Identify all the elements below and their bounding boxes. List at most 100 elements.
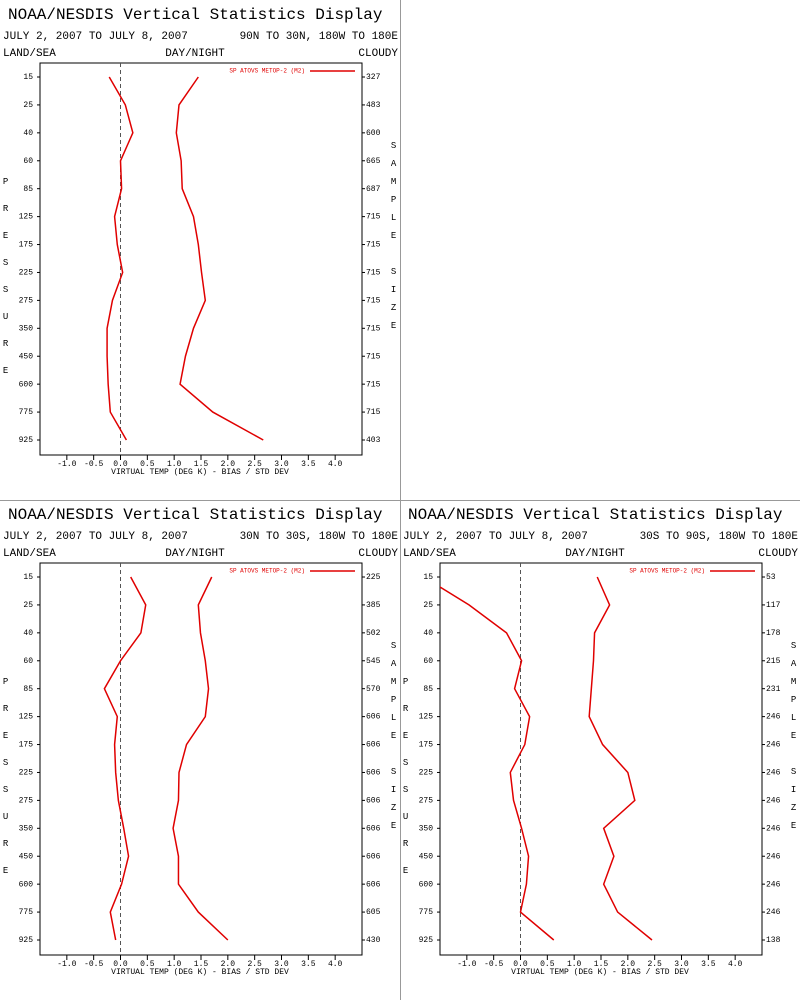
y-tick-label: 925 (419, 936, 434, 945)
y-tick-label: 600 (19, 880, 34, 889)
y2-axis-label: SAMPLE SIZE (789, 641, 799, 839)
legend-label: SP ATOVS METOP-2 (M2) (229, 68, 305, 75)
region: 30S TO 90S, 180W TO 180E (640, 531, 799, 543)
sample-size: 605 (366, 908, 381, 917)
date-range: JULY 2, 2007 TO JULY 8, 2007 (3, 531, 188, 543)
y-tick-label: 15 (23, 73, 33, 82)
y-tick-label: 175 (19, 241, 34, 250)
cloudy: CLOUDY (358, 48, 398, 60)
sample-size: 715 (366, 296, 381, 305)
sample-size: 715 (366, 408, 381, 417)
sample-size: 246 (766, 852, 781, 861)
x-tick-label: 3.0 (274, 460, 289, 469)
bias-line (103, 576, 147, 941)
sample-size: 483 (366, 101, 381, 110)
sample-size: 231 (766, 685, 781, 694)
sample-size: 715 (366, 324, 381, 333)
bias-line (106, 76, 134, 441)
y2-axis-label: SAMPLE SIZE (389, 641, 399, 839)
sample-size: 246 (766, 713, 781, 722)
x-tick-label: 4.0 (328, 460, 343, 469)
sample-size: 545 (366, 657, 381, 666)
land-sea: LAND/SEA (3, 48, 56, 60)
sample-size: 385 (366, 601, 381, 610)
y-tick-label: 15 (23, 573, 33, 582)
std-dev-line (175, 76, 264, 441)
sample-size: 665 (366, 157, 381, 166)
land-sea: LAND/SEA (403, 548, 456, 560)
sample-size: 246 (766, 796, 781, 805)
plot-frame (39, 62, 363, 456)
x-tick-label: 2.0 (221, 960, 236, 969)
bias-line (440, 586, 555, 941)
x-tick-label: -0.5 (484, 960, 503, 969)
y-tick-label: 925 (19, 936, 34, 945)
y-tick-label: 350 (419, 824, 434, 833)
y-tick-label: 40 (423, 629, 433, 638)
cloudy: CLOUDY (758, 548, 798, 560)
y-tick-label: 775 (419, 908, 434, 917)
sample-size: 606 (366, 713, 381, 722)
y-tick-label: 25 (23, 101, 33, 110)
sample-size: 606 (366, 824, 381, 833)
y-tick-label: 60 (423, 657, 433, 666)
y2-axis-label: SAMPLE SIZE (389, 141, 399, 339)
y-axis-label: PRESSURE (1, 677, 11, 893)
sample-size: 215 (766, 657, 781, 666)
y-axis-label: PRESSURE (401, 677, 411, 893)
day-night: DAY/NIGHT (165, 48, 225, 60)
x-tick-label: -1.0 (57, 460, 76, 469)
plot-frame (39, 562, 363, 956)
sample-size: 117 (766, 601, 781, 610)
y-tick-label: 85 (423, 685, 433, 694)
y-tick-label: 350 (19, 324, 34, 333)
sample-size: 606 (366, 880, 381, 889)
chart-panel: NOAA/NESDIS Vertical Statistics Display J… (1, 6, 399, 477)
date-range: JULY 2, 2007 TO JULY 8, 2007 (3, 31, 188, 43)
y-tick-label: 15 (423, 573, 433, 582)
x-tick-label: 2.0 (621, 960, 636, 969)
region: 90N TO 30N, 180W TO 180E (240, 31, 399, 43)
sample-size: 430 (366, 936, 381, 945)
sample-size: 687 (366, 185, 381, 194)
sample-size: 246 (766, 908, 781, 917)
x-tick-label: 0.0 (513, 960, 528, 969)
y-tick-label: 40 (23, 129, 33, 138)
sample-size: 600 (366, 129, 381, 138)
x-tick-label: 1.5 (594, 960, 609, 969)
cloudy: CLOUDY (358, 548, 398, 560)
y-tick-label: 25 (423, 601, 433, 610)
y-tick-label: 125 (419, 713, 434, 722)
sample-size: 53 (766, 573, 776, 582)
day-night: DAY/NIGHT (565, 548, 625, 560)
x-tick-label: 1.0 (567, 960, 582, 969)
x-tick-label: 4.0 (328, 960, 343, 969)
y-tick-label: 600 (19, 380, 34, 389)
x-axis-label: VIRTUAL TEMP (DEG K) - BIAS / STD DEV (511, 968, 689, 977)
sample-size: 403 (366, 436, 381, 445)
y-tick-label: 85 (23, 185, 33, 194)
x-tick-label: 0.5 (140, 960, 155, 969)
y-tick-label: 25 (23, 601, 33, 610)
sample-size: 606 (366, 852, 381, 861)
x-tick-label: 1.5 (194, 460, 209, 469)
sample-size: 715 (366, 241, 381, 250)
sample-size: 606 (366, 741, 381, 750)
y-tick-label: 275 (19, 296, 34, 305)
x-tick-label: 0.0 (113, 460, 128, 469)
x-tick-label: -1.0 (457, 960, 476, 969)
y-tick-label: 225 (419, 769, 434, 778)
x-tick-label: 4.0 (728, 960, 743, 969)
chart-title: NOAA/NESDIS Vertical Statistics Display (8, 506, 383, 524)
x-tick-label: 2.5 (647, 960, 662, 969)
x-tick-label: 3.0 (274, 960, 289, 969)
x-tick-label: 0.0 (113, 960, 128, 969)
y-tick-label: 775 (19, 908, 34, 917)
y-tick-label: 85 (23, 685, 33, 694)
sample-size: 246 (766, 824, 781, 833)
sample-size: 138 (766, 936, 781, 945)
x-tick-label: 1.0 (167, 460, 182, 469)
region: 30N TO 30S, 180W TO 180E (240, 531, 399, 543)
